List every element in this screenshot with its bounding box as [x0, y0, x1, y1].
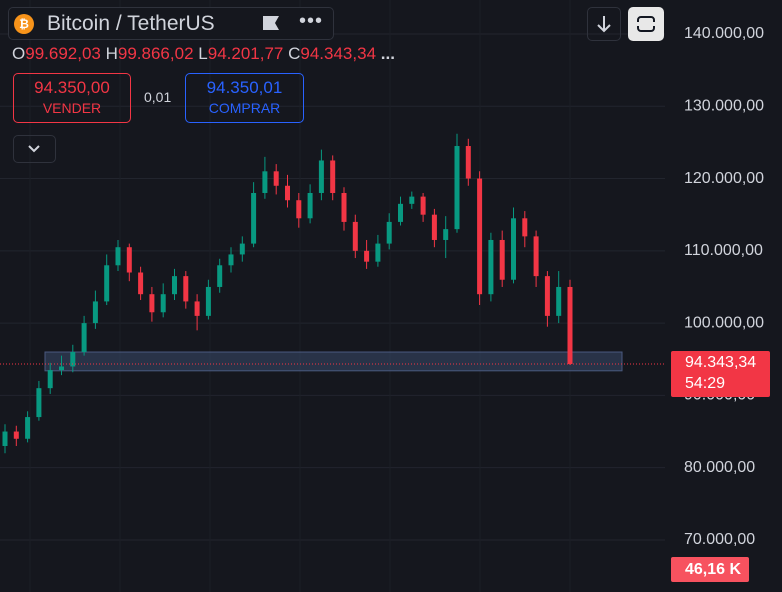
ohlc-legend: O99.692,03 H99.866,02 L94.201,77 C94.343… — [12, 44, 395, 64]
y-tick-label: 70.000,00 — [684, 531, 755, 548]
y-tick-label: 100.000,00 — [684, 314, 764, 331]
candle-body — [285, 185, 290, 201]
sell-label: VENDER — [42, 100, 102, 116]
candle-body — [205, 286, 211, 316]
candle-body — [273, 171, 279, 186]
c-value: 94.343,34 — [300, 44, 377, 63]
candle-body — [431, 214, 437, 240]
last-price-badge — [671, 350, 770, 397]
price-zone — [44, 351, 623, 372]
candle-body — [533, 236, 539, 277]
candle-body — [330, 160, 336, 193]
candle-body — [398, 203, 403, 222]
candle-body — [420, 196, 426, 215]
c-letter: C — [288, 44, 301, 63]
last-price-label: 94.343,34 — [685, 354, 756, 371]
menu-dots[interactable]: ••• — [299, 10, 324, 32]
flag-icon[interactable] — [263, 16, 279, 30]
candle-body — [364, 250, 370, 262]
candle-body — [217, 265, 223, 287]
countdown: 54:29 — [685, 375, 725, 392]
candle-body — [126, 247, 132, 273]
candle-body — [92, 301, 98, 324]
candle-body — [47, 370, 53, 389]
buy-label: COMPRAR — [208, 100, 281, 116]
candle-body — [556, 286, 562, 316]
candle-body — [511, 218, 516, 280]
candle-body — [375, 243, 381, 262]
candle-body — [443, 229, 449, 240]
l-value: 94.201,77 — [207, 44, 284, 63]
volume-label: 46,16 K — [685, 561, 741, 578]
o-letter: O — [12, 44, 26, 63]
candle-body — [307, 192, 313, 219]
arrow-down — [597, 16, 611, 33]
btc-icon: ₿ — [14, 14, 34, 34]
candle-body — [488, 239, 494, 295]
candle-body — [183, 276, 189, 302]
candle-body — [115, 247, 121, 266]
candle-body — [2, 431, 8, 446]
candle-body — [36, 388, 42, 418]
candle-body — [138, 272, 144, 295]
candle-body — [454, 146, 460, 230]
candle-body — [251, 192, 257, 244]
buy-price: 94.350,01 — [206, 78, 283, 97]
volume-badge — [671, 557, 749, 582]
y-tick-label: 80.000,00 — [684, 459, 755, 476]
y-tick-label: 130.000,00 — [684, 97, 764, 114]
candle-body — [194, 301, 200, 316]
candle-body — [160, 294, 166, 313]
candle-body — [499, 239, 505, 280]
fullscreen-button[interactable] — [628, 7, 664, 41]
candle-body — [465, 146, 471, 179]
h-value: 99.866,02 — [117, 44, 194, 63]
candle-body — [522, 218, 528, 237]
candle-body — [104, 265, 110, 302]
sell-price: 94.350,00 — [34, 78, 110, 97]
more[interactable]: ... — [380, 44, 395, 63]
scroll-button[interactable] — [587, 7, 621, 41]
candle-body — [262, 171, 268, 193]
l-letter: L — [198, 44, 208, 63]
candle-body — [13, 431, 19, 439]
o-value: 99.692,03 — [25, 44, 101, 63]
candle-body — [81, 323, 87, 353]
sell-button[interactable]: 94.350,00 VENDER — [13, 73, 131, 123]
svg-text:₿: ₿ — [19, 17, 29, 31]
y-tick-label: 140.000,00 — [684, 25, 764, 42]
candle-body — [296, 200, 302, 219]
candle-body — [172, 276, 177, 295]
fullscreen-icon — [636, 16, 656, 32]
symbol-title: Bitcoin / TetherUS — [47, 12, 215, 35]
spread: 0,01 — [144, 89, 172, 105]
h-letter: H — [105, 44, 118, 63]
candle-body — [477, 178, 483, 295]
candle-body — [341, 192, 347, 222]
candle-body — [59, 366, 64, 371]
collapse-button[interactable] — [13, 135, 56, 163]
y-tick-label: 110.000,00 — [684, 242, 763, 259]
candle-body — [25, 417, 31, 439]
buy-button[interactable]: 94.350,01 COMPRAR — [185, 73, 304, 123]
candle-body — [228, 254, 234, 266]
candle-body — [239, 243, 245, 255]
candle-body — [149, 294, 155, 313]
candle-body — [409, 196, 415, 204]
chevron — [28, 145, 40, 153]
symbol-bar[interactable]: ₿ Bitcoin / TetherUS ••• — [8, 7, 334, 40]
candle-body — [70, 352, 76, 367]
candle-body — [352, 221, 358, 251]
candle-body — [567, 286, 573, 364]
candle-body — [544, 276, 550, 316]
y-tick-label: 120.000,00 — [684, 170, 764, 187]
candle-body — [318, 160, 324, 193]
candle-body — [386, 221, 392, 244]
